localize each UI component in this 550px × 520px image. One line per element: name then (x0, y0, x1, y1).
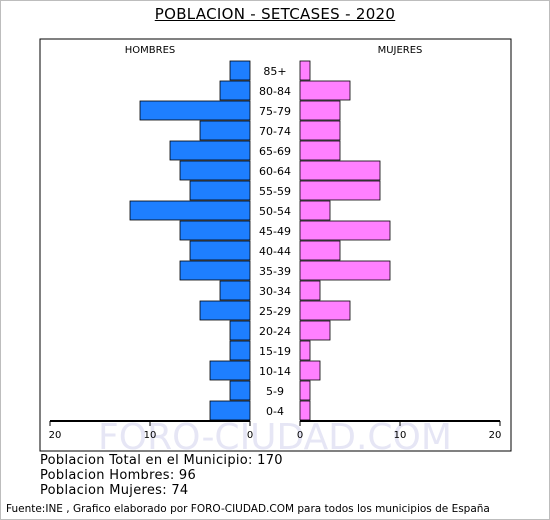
bar-mujeres (299, 140, 341, 161)
source-note: Fuente:INE , Grafico elaborado por FORO-… (6, 503, 490, 515)
tick-label-right: 10 (394, 430, 407, 441)
tick-label-left: 20 (49, 430, 62, 441)
bar-mujeres (299, 400, 311, 421)
bar-hombres (189, 180, 251, 201)
tick-label-left: 10 (144, 430, 157, 441)
age-group-labels: 85+ 80-84 75-79 70-74 65-69 60-64 55-59 50-54 45… (259, 65, 291, 418)
bar-hombres (229, 380, 251, 401)
tick-label-left: 0 (247, 430, 253, 441)
bar-hombres (179, 220, 251, 241)
summary-mujeres: Poblacion Mujeres: 74 (40, 483, 189, 498)
bars-mujeres (299, 60, 391, 421)
bar-mujeres (299, 160, 381, 181)
bar-mujeres (299, 200, 331, 221)
age-label: 30-34 (259, 285, 291, 298)
plot-frame (39, 38, 512, 452)
bar-mujeres (299, 380, 311, 401)
age-label: 55-59 (259, 185, 291, 198)
bar-mujeres (299, 120, 341, 141)
bar-hombres (169, 140, 251, 161)
bar-hombres (199, 120, 251, 141)
bar-mujeres (299, 220, 391, 241)
bar-mujeres (299, 340, 311, 361)
bar-mujeres (299, 320, 331, 341)
bar-mujeres (299, 80, 351, 101)
age-label: 10-14 (259, 365, 291, 378)
age-label: 15-19 (259, 345, 291, 358)
bar-hombres (179, 160, 251, 181)
bar-hombres (179, 260, 251, 281)
bar-hombres (229, 320, 251, 341)
x-axes: 20 10 0 0 10 20 (49, 420, 502, 441)
age-label: 70-74 (259, 125, 291, 138)
summary-hombres: Poblacion Hombres: 96 (40, 468, 197, 483)
age-label: 60-64 (259, 165, 291, 178)
bar-mujeres (299, 180, 381, 201)
summary-total: Poblacion Total en el Municipio: 170 (40, 453, 283, 468)
chart-title: POBLACION - SETCASES - 2020 (154, 5, 396, 23)
bar-mujeres (299, 100, 341, 121)
age-label: 0-4 (266, 405, 284, 418)
legend-mujeres: MUJERES (378, 45, 423, 56)
age-label: 65-69 (259, 145, 291, 158)
age-label: 50-54 (259, 205, 291, 218)
tick-label-right: 0 (297, 430, 303, 441)
age-label: 75-79 (259, 105, 291, 118)
bar-mujeres (299, 360, 321, 381)
bars-hombres (129, 60, 251, 421)
bar-mujeres (299, 280, 321, 301)
bar-hombres (229, 60, 251, 81)
bar-hombres (229, 340, 251, 361)
bar-hombres (219, 80, 251, 101)
bar-hombres (139, 100, 251, 121)
age-label: 25-29 (259, 305, 291, 318)
age-label: 40-44 (259, 245, 291, 258)
bar-hombres (219, 280, 251, 301)
age-label: 20-24 (259, 325, 291, 338)
age-label: 45-49 (259, 225, 291, 238)
bar-hombres (129, 200, 251, 221)
age-label: 35-39 (259, 265, 291, 278)
bar-hombres (189, 240, 251, 261)
age-label: 85+ (263, 65, 286, 78)
bar-mujeres (299, 260, 391, 281)
bar-mujeres (299, 60, 311, 81)
bar-hombres (209, 400, 251, 421)
tick-label-right: 20 (489, 430, 502, 441)
bar-hombres (199, 300, 251, 321)
bar-mujeres (299, 300, 351, 321)
bar-mujeres (299, 240, 341, 261)
legend-hombres: HOMBRES (125, 45, 176, 56)
age-label: 5-9 (266, 385, 284, 398)
bar-hombres (209, 360, 251, 381)
age-label: 80-84 (259, 85, 291, 98)
